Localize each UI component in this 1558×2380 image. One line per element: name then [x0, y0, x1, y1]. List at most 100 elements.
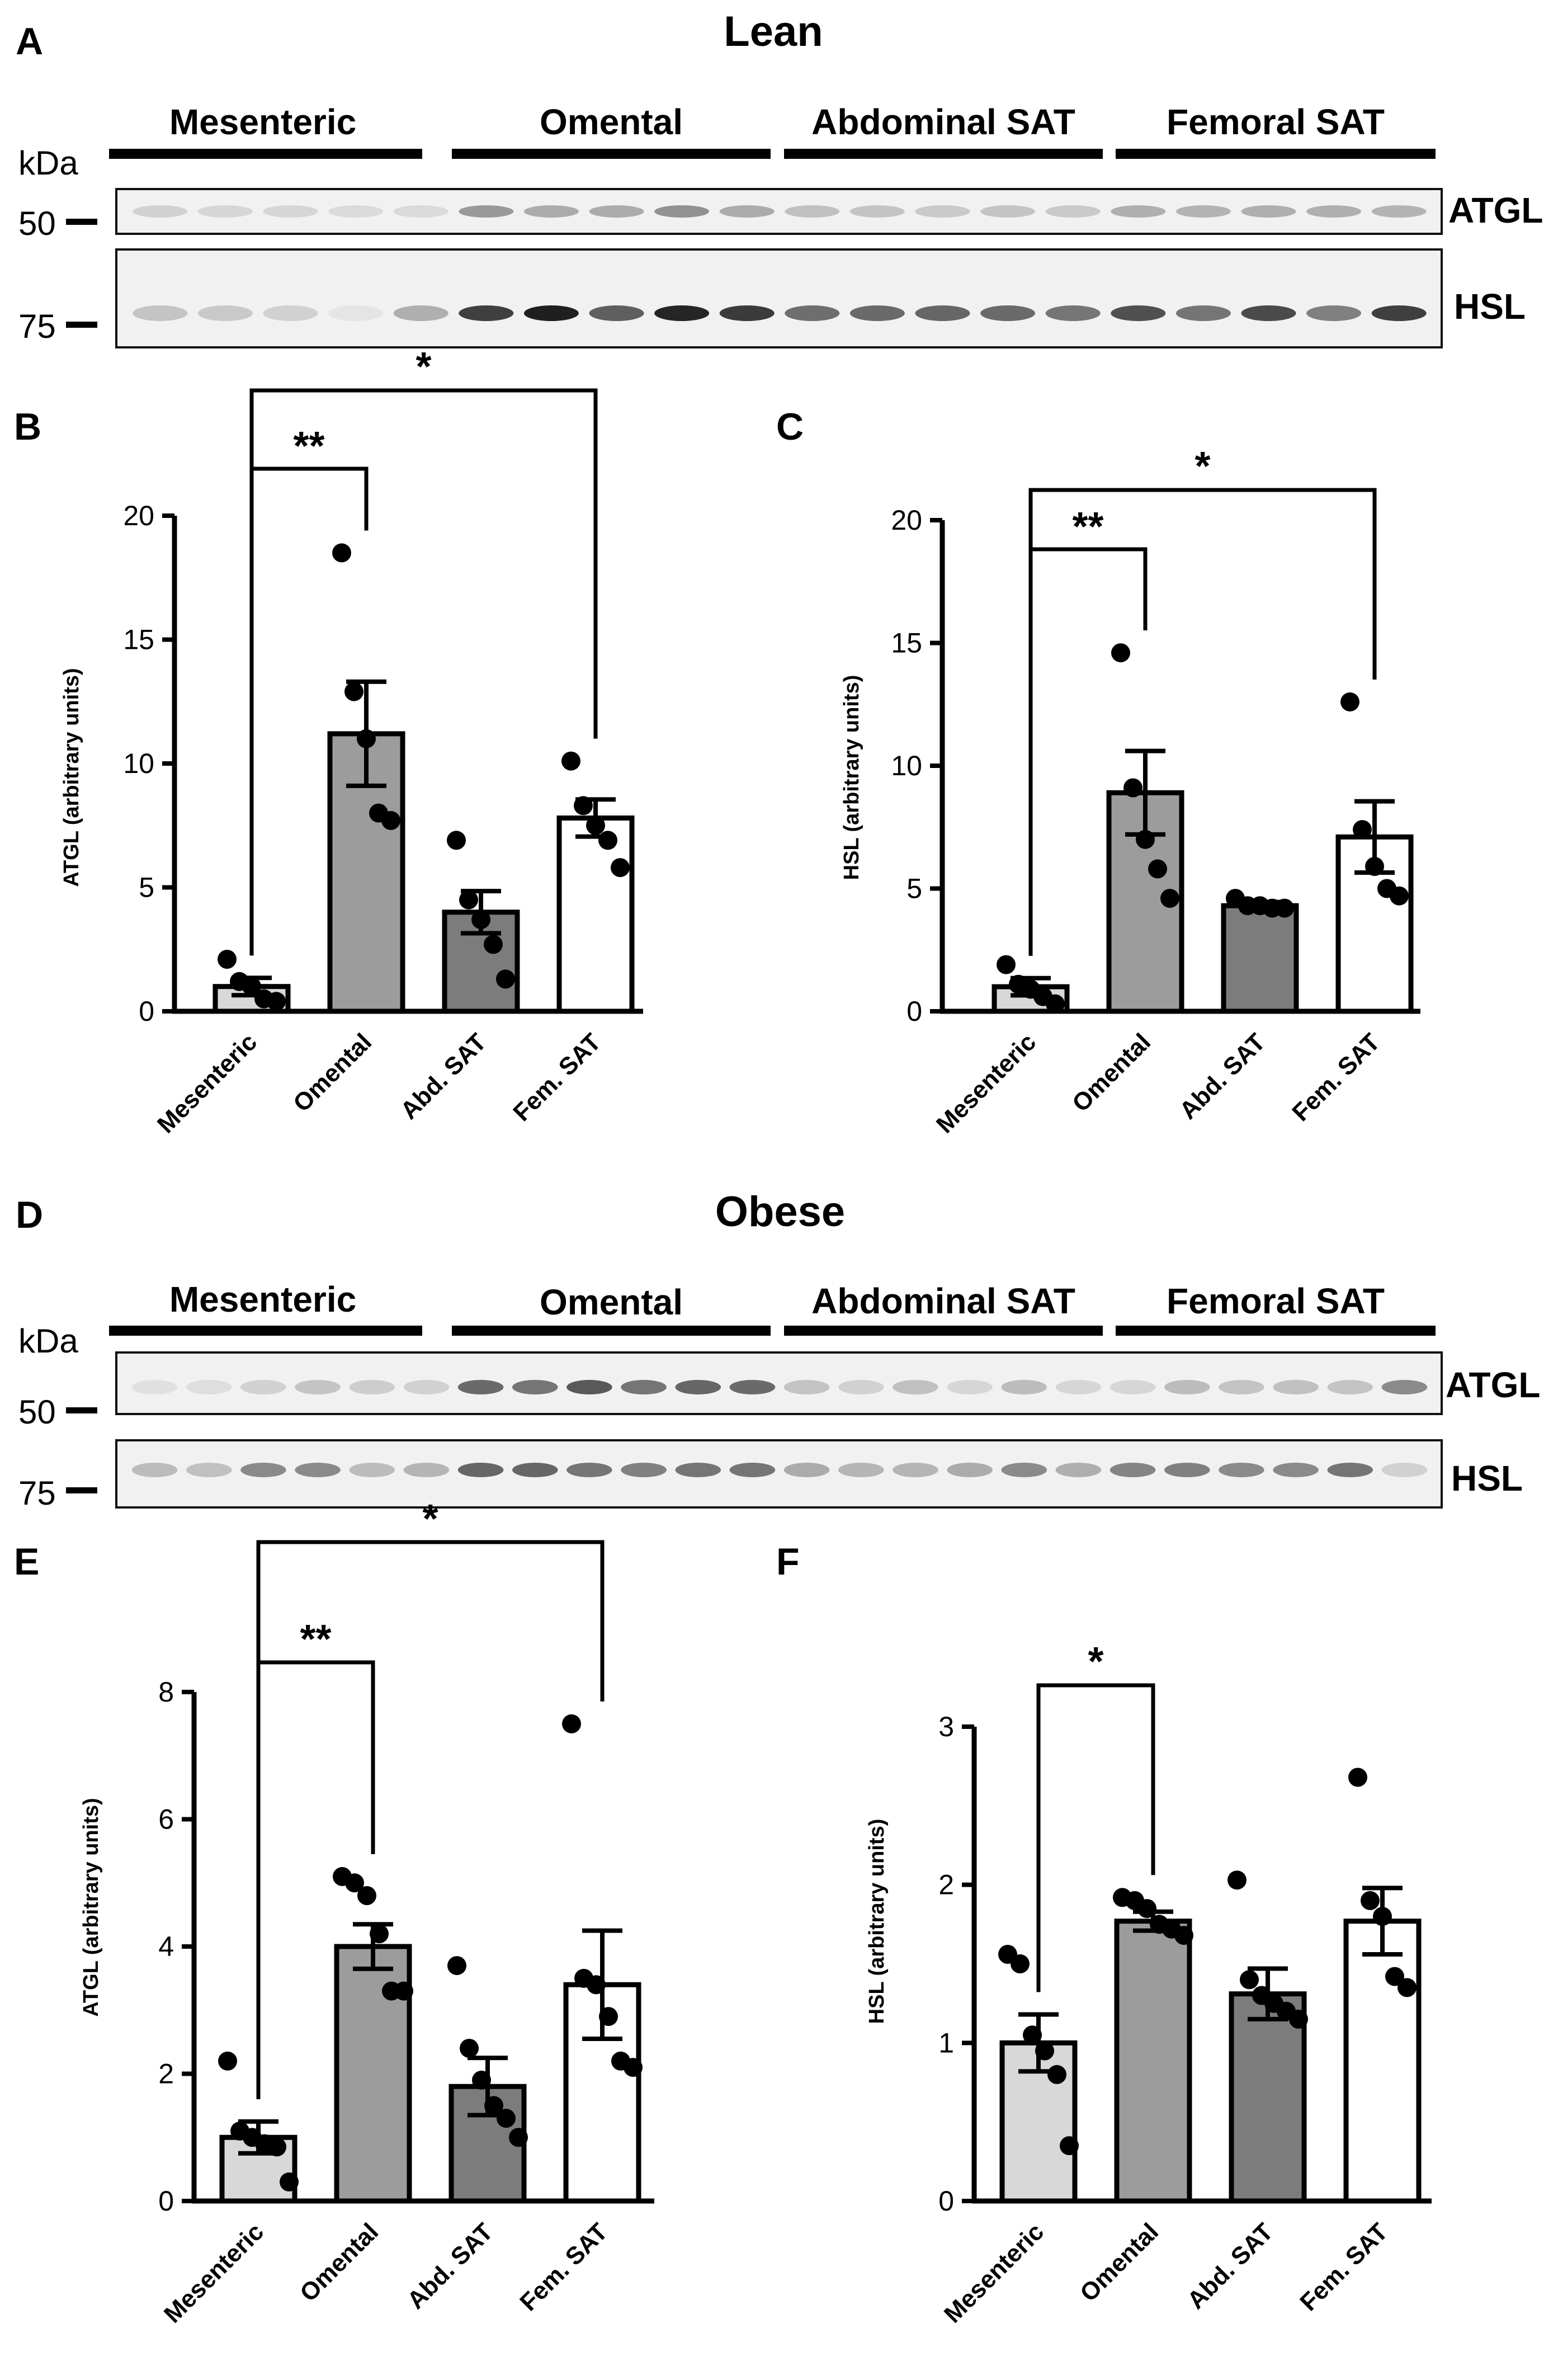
data-point — [381, 810, 400, 830]
data-point — [1137, 1899, 1156, 1919]
data-point — [497, 2109, 516, 2128]
blot-band — [131, 1463, 178, 1477]
y-tick-label: 0 — [139, 996, 154, 1027]
panel-label-a: A — [16, 20, 43, 63]
ylabel-e: ATGL (arbitrary units) — [79, 1798, 103, 2016]
blot-band — [403, 1463, 450, 1477]
blot-band — [133, 205, 188, 218]
blot-band — [403, 1380, 450, 1394]
data-point — [344, 682, 363, 701]
data-point — [1047, 2065, 1066, 2084]
data-point — [1361, 1891, 1380, 1910]
group-bar-femoral-sat — [1116, 149, 1436, 159]
blot-band — [947, 1463, 993, 1477]
bar — [1229, 1991, 1307, 2204]
blot-band — [1273, 1380, 1319, 1394]
blot-band — [915, 305, 970, 321]
group-label-abdominal-sat: Abdominal SAT — [811, 102, 1075, 142]
blot-band — [785, 205, 840, 218]
blot-band — [393, 305, 448, 321]
blot-lean-hsl — [115, 248, 1443, 348]
blot-band — [512, 1463, 558, 1477]
x-tick-label: Mesenteric — [152, 1028, 262, 1138]
blot-band — [1273, 1463, 1319, 1477]
significance-label: * — [1195, 444, 1210, 489]
data-point — [484, 935, 503, 954]
blot-band — [1001, 1463, 1047, 1477]
blot-band — [197, 305, 253, 321]
blot-band — [240, 1380, 286, 1394]
blot-band — [838, 1463, 884, 1477]
x-tick-label: Fem. SAT — [1287, 1028, 1385, 1127]
marker-50-lean: 50 — [18, 205, 56, 242]
y-tick-label: 5 — [907, 873, 922, 904]
ylabel-b: ATGL (arbitrary units) — [60, 668, 83, 887]
x-tick-label: Omental — [1067, 1028, 1156, 1117]
blot-lean-hsl-bands — [133, 305, 1427, 321]
chart-c: HSL (arbitrary units) 0 5 10 15 20 Mesenteric… — [840, 444, 1420, 1139]
data-point — [562, 1714, 581, 1733]
x-tick-label: Fem. SAT — [1295, 2218, 1393, 2316]
data-point — [459, 890, 478, 909]
blot-band — [512, 1380, 558, 1394]
blot-band — [783, 1463, 830, 1477]
blot-band — [1371, 205, 1427, 218]
blot-band — [980, 205, 1036, 218]
x-tick-label: Mesenteric — [931, 1028, 1041, 1138]
data-point — [1385, 1967, 1404, 1986]
group-bar-abdominal-sat — [784, 149, 1103, 159]
ylabel-c: HSL (arbitrary units) — [840, 675, 863, 880]
kda-label-obese: kDa — [18, 1322, 78, 1360]
data-point — [997, 955, 1016, 974]
blot-band — [947, 1380, 993, 1394]
chart-b: ATGL (arbitrary units) 0 5 10 15 20 Mesenteri… — [60, 345, 643, 1139]
blot-band — [893, 1463, 938, 1477]
x-tick-label: Abd. SAT — [395, 1028, 492, 1124]
data-point — [624, 2058, 643, 2077]
y-tick-label: 20 — [891, 505, 922, 536]
chart-e: ATGL (arbitrary units) 0 2 4 6 8 Mesenteric Om… — [79, 1497, 654, 2329]
group-bar-mesenteric — [109, 149, 422, 159]
bar — [1114, 1919, 1192, 2204]
group-bar-mesenteric-obese — [109, 1326, 422, 1336]
blot-band — [654, 305, 710, 321]
group-bar-omental — [452, 149, 771, 159]
blot-band — [589, 305, 644, 321]
group-label-femoral-sat-obese: Femoral SAT — [1167, 1281, 1385, 1321]
data-point — [1160, 889, 1179, 908]
significance-label: * — [422, 1497, 438, 1542]
data-point — [496, 969, 515, 989]
blot-band — [719, 205, 775, 218]
data-point — [1011, 1954, 1030, 1973]
group-bar-femoral-sat-obese — [1116, 1326, 1436, 1336]
blot-band — [1381, 1380, 1428, 1394]
data-point — [267, 2137, 286, 2157]
data-point — [611, 858, 630, 878]
blot-band — [1175, 205, 1231, 218]
marker-50-obese: 50 — [18, 1393, 56, 1431]
blot-band — [849, 305, 905, 321]
significance-bracket — [249, 388, 598, 956]
blot-band — [849, 205, 905, 218]
significance-label: * — [1088, 1639, 1103, 1684]
group-bar-omental-obese — [452, 1326, 771, 1336]
y-tick-label: 6 — [158, 1804, 174, 1835]
y-tick-label: 10 — [891, 750, 922, 781]
significance-bracket — [1028, 488, 1377, 956]
blot-obese-hsl-bands — [131, 1463, 1428, 1477]
panel-label-f: F — [776, 1540, 800, 1583]
blot-band — [675, 1380, 721, 1394]
x-tick-label: Fem. SAT — [514, 2218, 613, 2316]
y-tick-label: 0 — [938, 2185, 954, 2217]
lean-title: Lean — [724, 8, 823, 55]
blot-obese-hsl — [115, 1439, 1443, 1509]
obese-title: Obese — [715, 1188, 845, 1236]
data-point — [586, 816, 605, 835]
blot-band — [1110, 1380, 1156, 1394]
x-tick-label: Abd. SAT — [402, 2218, 498, 2314]
data-point — [267, 992, 286, 1011]
y-tick-label: 2 — [938, 1869, 954, 1901]
y-tick-label: 8 — [158, 1676, 174, 1708]
data-point — [1123, 778, 1142, 798]
